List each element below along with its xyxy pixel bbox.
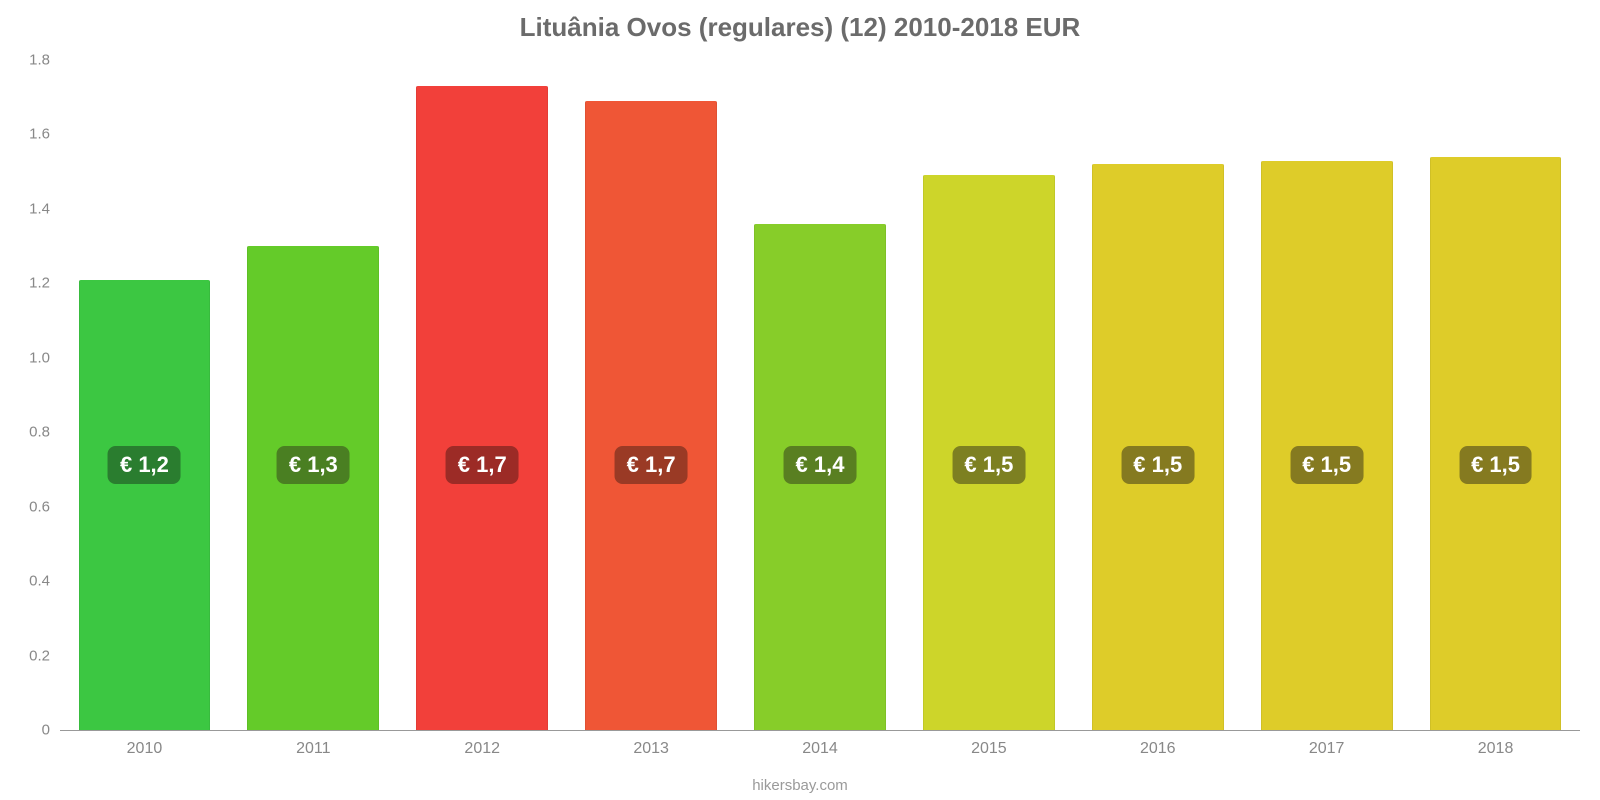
bar (247, 246, 379, 730)
y-tick-label: 0 (0, 722, 50, 739)
x-tick-label: 2015 (971, 740, 1007, 758)
x-tick-label: 2016 (1140, 740, 1176, 758)
x-tick-label: 2010 (127, 740, 163, 758)
x-tick-label: 2014 (802, 740, 838, 758)
y-tick-label: 1.6 (0, 126, 50, 143)
y-tick-label: 0.2 (0, 647, 50, 664)
bar-value-label: € 1,5 (1290, 446, 1363, 484)
bar-value-label: € 1,4 (784, 446, 857, 484)
y-tick-label: 0.6 (0, 498, 50, 515)
x-tick-label: 2013 (633, 740, 669, 758)
y-axis: 00.20.40.60.81.01.21.41.61.8 (0, 60, 50, 730)
bar-value-label: € 1,5 (1121, 446, 1194, 484)
bar-value-label: € 1,7 (615, 446, 688, 484)
y-tick-label: 0.4 (0, 573, 50, 590)
bar (79, 280, 211, 730)
y-tick-label: 1.8 (0, 52, 50, 69)
y-tick-label: 1.2 (0, 275, 50, 292)
y-tick-label: 0.8 (0, 424, 50, 441)
x-tick-label: 2017 (1309, 740, 1345, 758)
y-tick-label: 1.4 (0, 200, 50, 217)
x-tick-label: 2011 (296, 740, 330, 758)
bar (416, 86, 548, 730)
bar-value-label: € 1,5 (952, 446, 1025, 484)
bars-container: € 1,2 € 1,3 € 1,7 € 1,7 € 1,4 € 1,5 € 1,5 € 1,5… (60, 60, 1580, 730)
chart-title: Lituânia Ovos (regulares) (12) 2010-2018… (0, 12, 1600, 43)
bar-chart: Lituânia Ovos (regulares) (12) 2010-2018… (0, 0, 1600, 800)
bar (1430, 157, 1562, 730)
bar-value-label: € 1,3 (277, 446, 350, 484)
x-tick-label: 2018 (1478, 740, 1514, 758)
x-tick-label: 2012 (464, 740, 500, 758)
bar-value-label: € 1,5 (1459, 446, 1532, 484)
bar-value-label: € 1,7 (446, 446, 519, 484)
x-axis-baseline (60, 730, 1580, 731)
bar-value-label: € 1,2 (108, 446, 181, 484)
bar (585, 101, 717, 730)
y-tick-label: 1.0 (0, 349, 50, 366)
attribution-text: hikersbay.com (0, 777, 1600, 794)
